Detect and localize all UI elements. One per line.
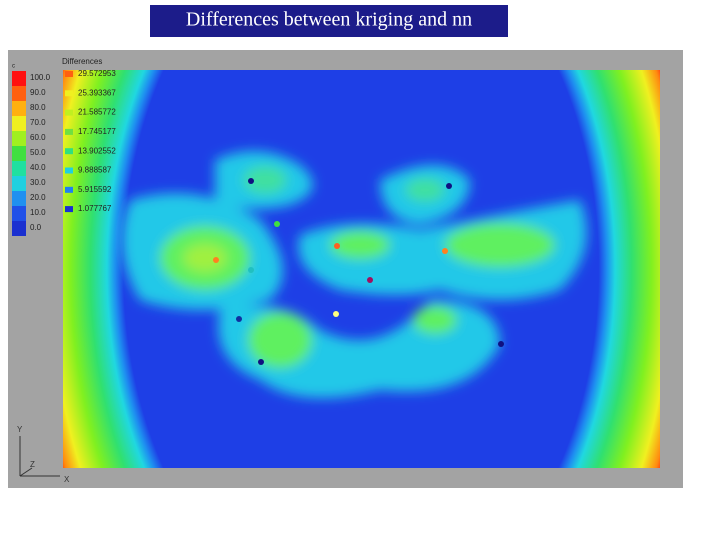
title-box [150,5,508,37]
legend-label: 30.0 [30,178,46,187]
legend-label: 0.0 [30,223,42,232]
legend-heading: Differences [62,57,102,66]
legend-swatch [12,176,26,191]
legend-swatch [12,161,26,176]
title: Differences between kriging and nn [186,9,472,31]
contour-map [63,70,660,468]
legend-label: 1.077767 [78,204,112,213]
legend-label: 13.902552 [78,146,116,155]
legend-swatch [65,167,73,174]
legend-heading: c [12,64,15,70]
legend-swatch [12,146,26,161]
legend-swatch [65,128,73,135]
legend-label: 50.0 [30,148,46,157]
legend-swatch [65,186,73,193]
axis-label-y: Y [17,425,23,434]
legend-swatch [12,191,26,206]
legend-label: 5.915592 [78,185,112,194]
axis-label-z: Z [30,460,35,469]
axis-triad [19,436,60,477]
axis-label-x: X [64,475,70,484]
legend-label: 20.0 [30,193,46,202]
legend-label: 100.0 [30,73,51,82]
legend-label: 10.0 [30,208,46,217]
legend-swatch [12,221,26,236]
legend-label: 9.888587 [78,166,112,175]
legend-swatch [12,206,26,221]
legend-label: 40.0 [30,163,46,172]
legend-label: 70.0 [30,118,46,127]
legend-label: 21.585772 [78,108,116,117]
legend-swatch [65,90,73,97]
legend-swatch [12,101,26,116]
legend-swatch [65,206,73,213]
blobs [122,151,587,398]
legend-swatch [65,109,73,116]
color-legend: c 100.0 90.0 80.0 70.0 60.0 50.0 40.0 30.0 20.0 10… [12,64,51,236]
legend-label: 80.0 [30,103,46,112]
legend-swatch [65,148,73,155]
legend-swatch [12,71,26,86]
value-legend: Differences 29.572953 25.393367 21.585772 17… [62,57,116,213]
legend-label: 90.0 [30,88,46,97]
sample-points [213,178,504,365]
legend-label: 17.745177 [78,127,116,136]
legend-swatch [65,71,73,77]
legend-swatch [12,86,26,101]
legend-label: 60.0 [30,133,46,142]
legend-swatch [12,131,26,146]
legend-swatch [12,116,26,131]
legend-label: 25.393367 [78,88,116,97]
legend-label: 29.572953 [78,69,116,78]
